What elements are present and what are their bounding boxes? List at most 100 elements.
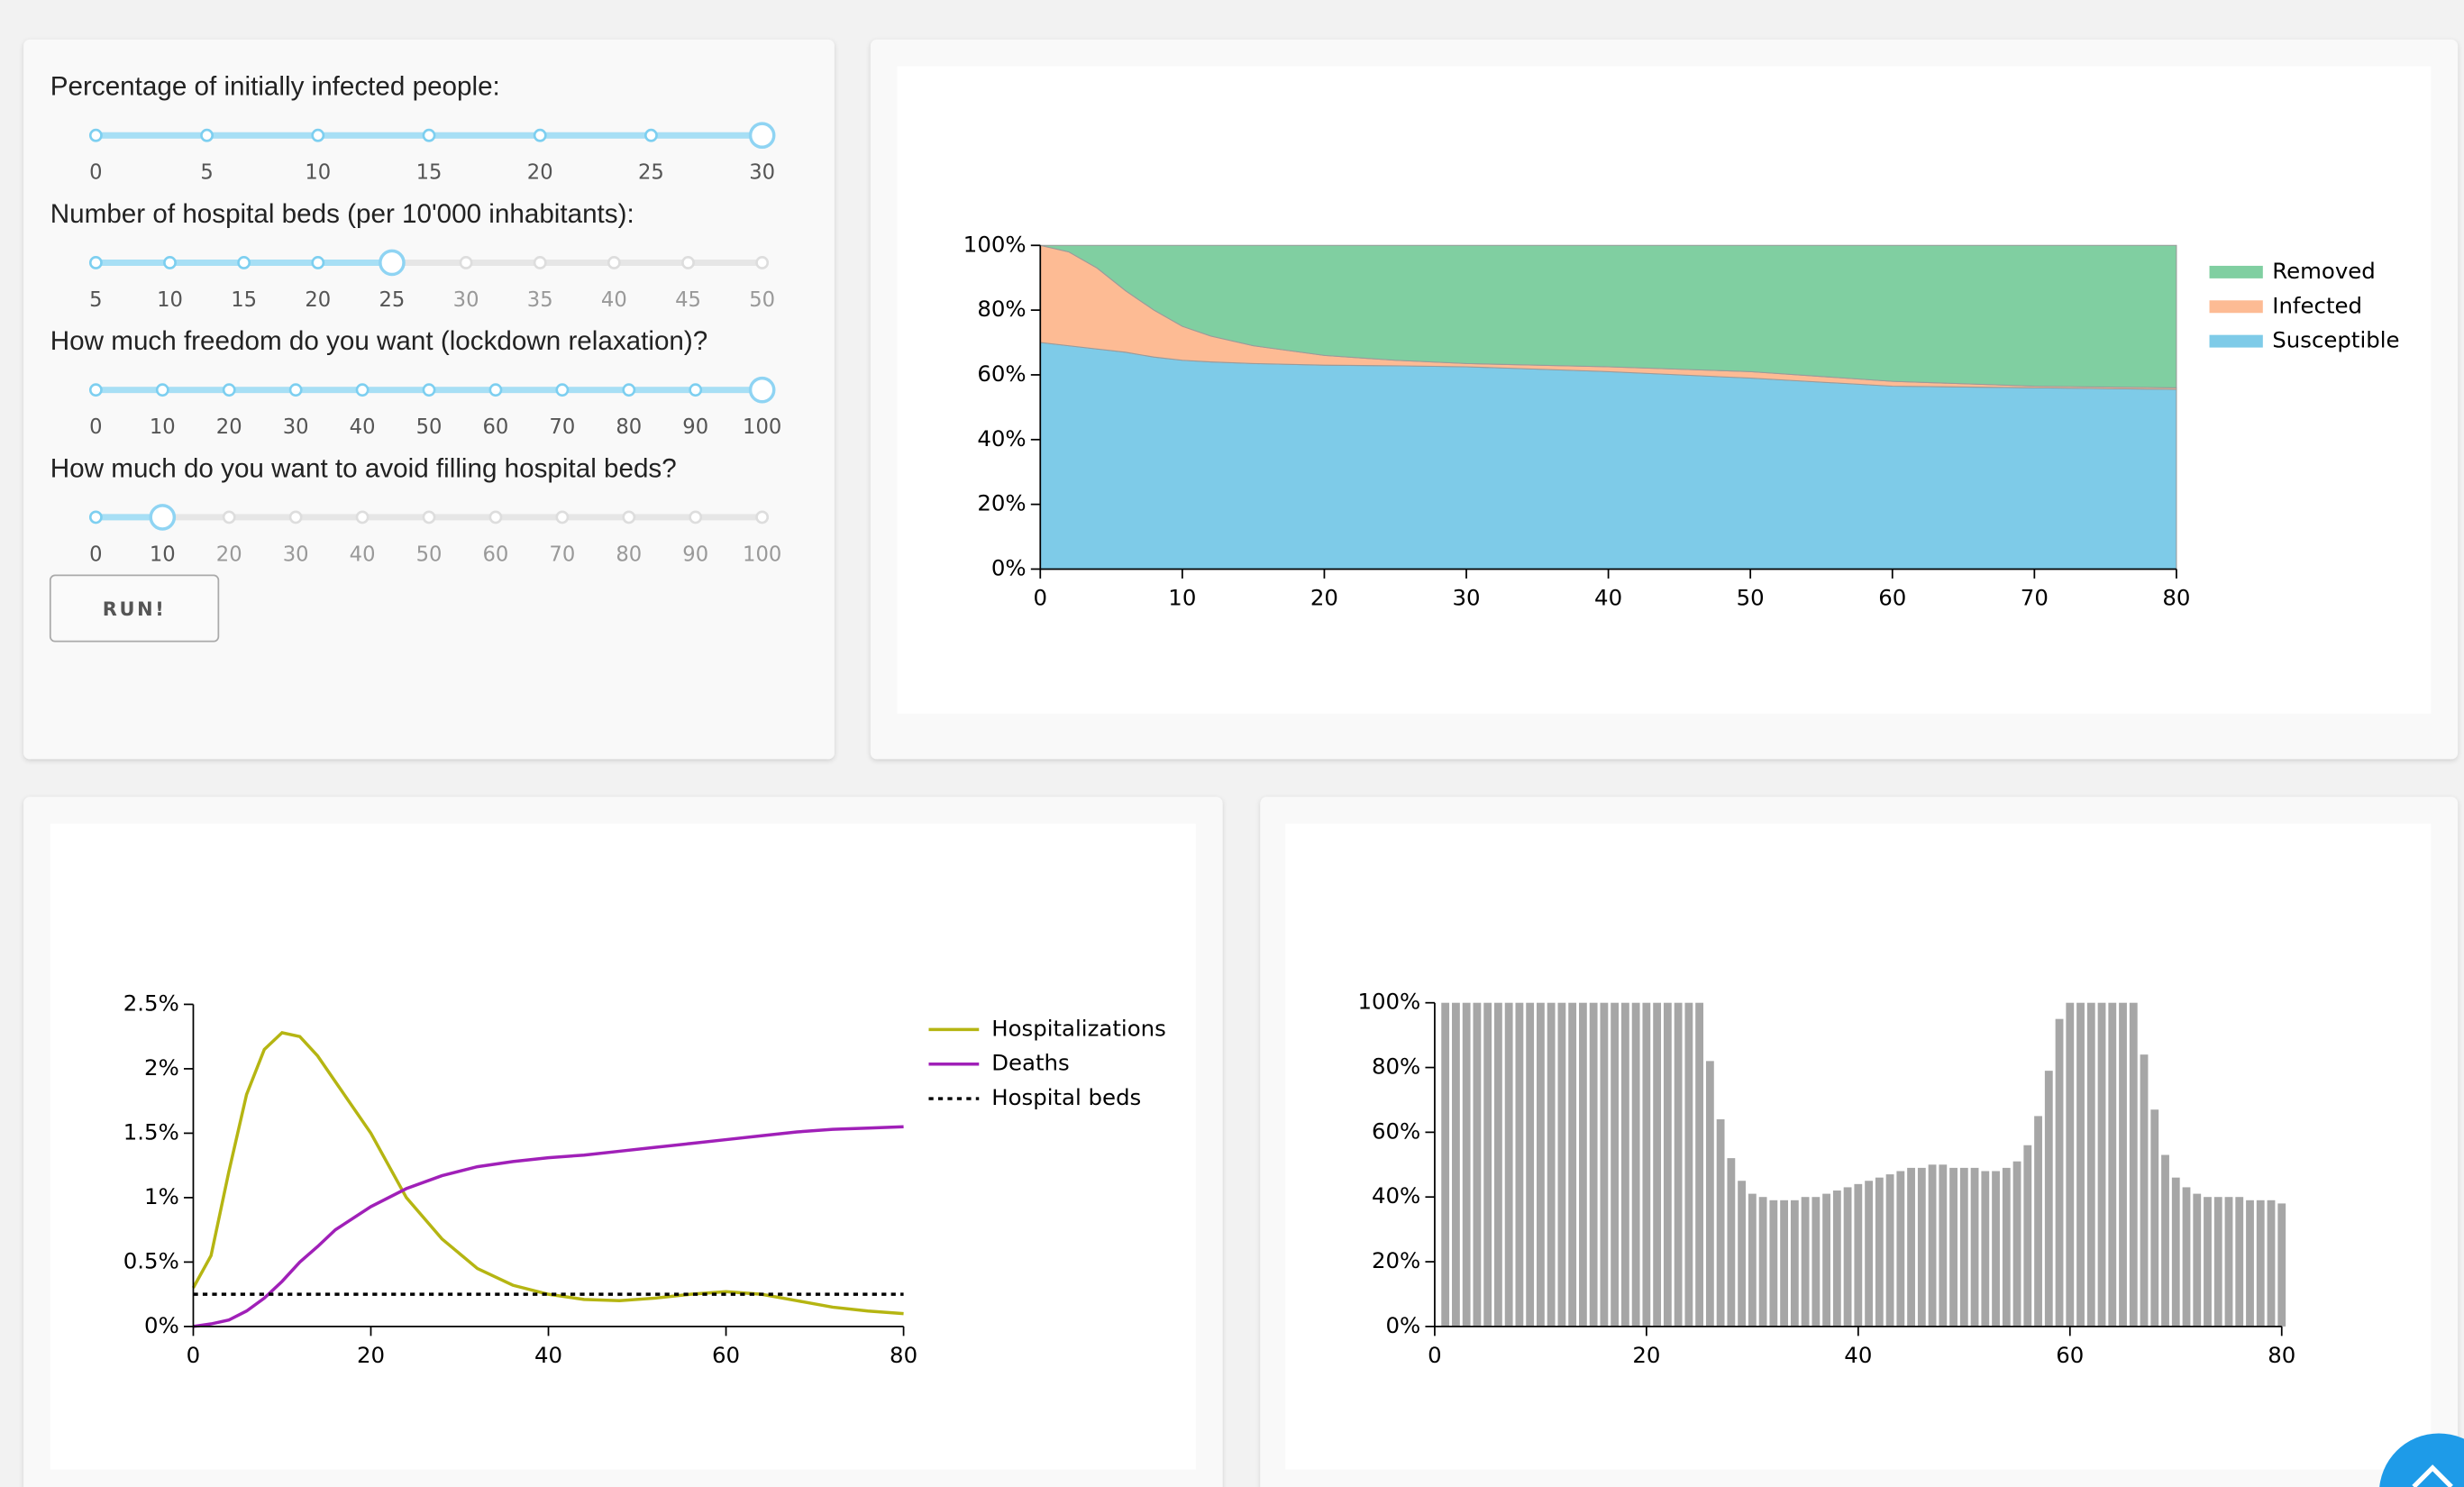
slider-dot[interactable] bbox=[422, 510, 436, 525]
slider-handle[interactable] bbox=[379, 249, 406, 277]
bar bbox=[2129, 1002, 2138, 1327]
slider-dot[interactable] bbox=[422, 383, 436, 397]
slider-handle[interactable] bbox=[149, 504, 177, 531]
y-tick-label: 0% bbox=[1386, 1312, 1421, 1338]
button-frame[interactable] bbox=[49, 574, 220, 643]
slider-dot[interactable] bbox=[555, 510, 570, 525]
bar bbox=[1589, 1002, 1598, 1327]
slider-dot[interactable] bbox=[222, 510, 236, 525]
bar bbox=[1758, 1197, 1767, 1327]
x-tick-label: 40 bbox=[1844, 1342, 1872, 1368]
x-tick-label: 80 bbox=[2268, 1342, 2295, 1368]
bar bbox=[1631, 1002, 1640, 1327]
bar bbox=[1865, 1181, 1873, 1327]
slider-dot[interactable] bbox=[311, 128, 325, 142]
slider-tick-label: 0 bbox=[89, 543, 102, 566]
bar bbox=[1854, 1183, 1863, 1327]
bar bbox=[1769, 1200, 1778, 1327]
bar bbox=[1504, 1002, 1513, 1327]
slider-dot[interactable] bbox=[755, 256, 770, 269]
bar bbox=[2066, 1002, 2075, 1327]
bar bbox=[1790, 1200, 1799, 1327]
x-tick-label: 30 bbox=[1452, 585, 1480, 611]
slider-dot[interactable] bbox=[311, 256, 325, 269]
slider-handle[interactable] bbox=[748, 376, 776, 404]
bar bbox=[1441, 1002, 1450, 1327]
slider-dot[interactable] bbox=[163, 256, 177, 269]
y-tick-label: 60% bbox=[1372, 1118, 1420, 1144]
bar bbox=[1896, 1171, 1905, 1327]
bar bbox=[1885, 1174, 1894, 1327]
bar bbox=[1663, 1002, 1672, 1327]
bar bbox=[2224, 1197, 2233, 1327]
bar bbox=[2235, 1197, 2244, 1327]
x-tick-label: 70 bbox=[2021, 585, 2049, 611]
slider-dot[interactable] bbox=[681, 256, 695, 269]
slider-dot[interactable] bbox=[422, 128, 436, 142]
slider-dot[interactable] bbox=[88, 128, 103, 142]
slider-dot[interactable] bbox=[200, 128, 214, 142]
bar bbox=[1801, 1197, 1810, 1327]
y-tick-label: 0% bbox=[144, 1312, 179, 1338]
slider-dot[interactable] bbox=[644, 128, 658, 142]
slider-tick-label: 5 bbox=[89, 288, 102, 312]
slider-dot[interactable] bbox=[607, 256, 621, 269]
slider-tick-label: 60 bbox=[483, 543, 509, 566]
bar bbox=[1780, 1200, 1789, 1327]
scroll-top-button[interactable] bbox=[2379, 1433, 2464, 1487]
slider-dot[interactable] bbox=[155, 383, 169, 397]
slider-dot[interactable] bbox=[237, 256, 251, 269]
run-button[interactable]: RUN! bbox=[49, 574, 220, 643]
bar bbox=[1695, 1002, 1704, 1327]
bar bbox=[1557, 1002, 1566, 1327]
bar bbox=[2150, 1109, 2159, 1327]
slider-tick-label: 20 bbox=[216, 415, 242, 439]
slider-dot[interactable] bbox=[488, 510, 503, 525]
slider-dot[interactable] bbox=[533, 256, 547, 269]
slider-dot[interactable] bbox=[555, 383, 570, 397]
y-tick-label: 40% bbox=[1372, 1182, 1420, 1209]
slider-dot[interactable] bbox=[459, 256, 473, 269]
slider-dot[interactable] bbox=[288, 510, 303, 525]
scroll-icon[interactable] bbox=[2412, 1464, 2453, 1487]
slider-tick-label: 60 bbox=[483, 415, 509, 439]
slider-dot[interactable] bbox=[622, 510, 636, 525]
slider-tick-label: 45 bbox=[675, 288, 701, 312]
bar bbox=[2256, 1200, 2265, 1327]
slider-dot[interactable] bbox=[288, 383, 303, 397]
slider-tick-label: 10 bbox=[150, 415, 176, 439]
legend-label: Hospitalizations bbox=[991, 1015, 1166, 1041]
slider-dot[interactable] bbox=[355, 383, 370, 397]
slider-handle[interactable] bbox=[748, 122, 776, 150]
bar bbox=[2213, 1197, 2222, 1327]
slider-dot[interactable] bbox=[488, 383, 503, 397]
bar bbox=[2012, 1161, 2021, 1327]
y-tick-label: 80% bbox=[977, 296, 1026, 322]
slider-dot[interactable] bbox=[533, 128, 547, 142]
slider-dot[interactable] bbox=[355, 510, 370, 525]
bar bbox=[1832, 1191, 1841, 1327]
legend-label: Susceptible bbox=[2272, 327, 2399, 353]
slider-tick-label: 70 bbox=[549, 415, 575, 439]
bar bbox=[1452, 1002, 1460, 1327]
slider-tick-label: 50 bbox=[416, 415, 443, 439]
bar bbox=[2246, 1200, 2254, 1327]
slider-label: Percentage of initially infected people: bbox=[50, 72, 500, 102]
bar bbox=[1748, 1193, 1757, 1327]
slider-dot[interactable] bbox=[88, 256, 103, 269]
slider-dot[interactable] bbox=[755, 510, 770, 525]
slider-dot[interactable] bbox=[88, 510, 103, 525]
slider-dot[interactable] bbox=[222, 383, 236, 397]
button-label[interactable]: RUN! bbox=[103, 598, 167, 620]
slider-dot[interactable] bbox=[689, 510, 703, 525]
legend-label: Hospital beds bbox=[991, 1084, 1141, 1110]
slider-tick-label: 100 bbox=[743, 543, 781, 566]
slider-dot[interactable] bbox=[689, 383, 703, 397]
bar bbox=[2193, 1193, 2202, 1327]
slider-tick-label: 90 bbox=[682, 543, 708, 566]
slider-dot[interactable] bbox=[88, 383, 103, 397]
slider-dot[interactable] bbox=[622, 383, 636, 397]
slider-tick-label: 0 bbox=[89, 161, 102, 185]
bar bbox=[2055, 1018, 2064, 1327]
slider-tick-label: 10 bbox=[305, 161, 331, 185]
